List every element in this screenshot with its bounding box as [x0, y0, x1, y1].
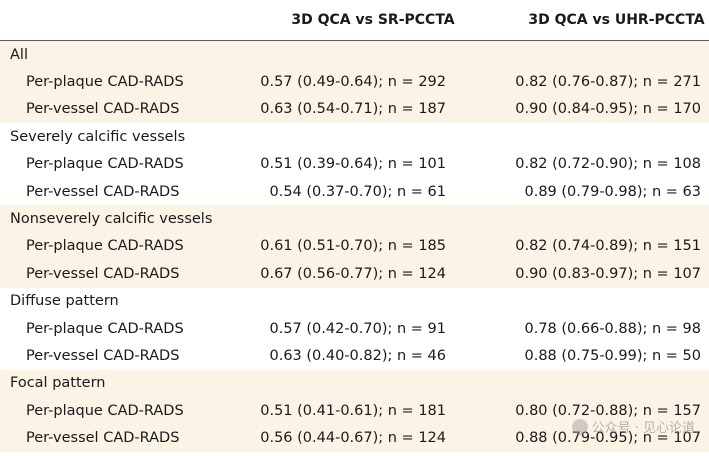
- row-label: Per-plaque CAD-RADS: [26, 320, 184, 337]
- group-row: Nonseverely calcific vessels: [0, 205, 709, 233]
- row-label: Per-vessel CAD-RADS: [0, 424, 228, 452]
- group-row: Diffuse pattern: [0, 288, 709, 315]
- uhr-value: 0.82 (0.74-0.89); n = 151: [474, 232, 709, 261]
- uhr-value: 0.82 (0.72-0.90); n = 108: [515, 156, 701, 173]
- sr-value: 0.54 (0.37-0.70); n = 61: [269, 183, 446, 200]
- header-sr-pccta: 3D QCA vs SR-PCCTA: [228, 0, 474, 41]
- table-row: Per-vessel CAD-RADS 0.56 (0.44-0.67); n …: [0, 424, 709, 452]
- group-label: Severely calcific vessels: [10, 128, 186, 145]
- watermark-text: 公众号 · 见心论道: [591, 421, 695, 436]
- row-label: Per-vessel CAD-RADS: [26, 347, 180, 364]
- row-label: Per-plaque CAD-RADS: [0, 397, 228, 425]
- sr-value: 0.51 (0.39-0.64); n = 101: [260, 156, 446, 173]
- header-uhr-pccta: 3D QCA vs UHR-PCCTA: [474, 0, 709, 41]
- watermark: 公众号 · 见心论道: [571, 417, 695, 436]
- group-label: Diffuse pattern: [10, 293, 119, 310]
- group-label: Nonseverely calcific vessels: [0, 205, 709, 233]
- group-label: Focal pattern: [0, 369, 709, 398]
- row-label: Per-vessel CAD-RADS: [0, 260, 228, 288]
- row-label: Per-vessel CAD-RADS: [0, 95, 228, 124]
- group-row: Severely calcific vessels: [0, 123, 709, 150]
- sr-value: 0.56 (0.44-0.67); n = 124: [228, 424, 474, 452]
- table-row: Per-vessel CAD-RADS 0.67 (0.56-0.77); n …: [0, 260, 709, 288]
- header-empty: [0, 0, 228, 41]
- group-row: All: [0, 40, 709, 69]
- sr-value: 0.57 (0.42-0.70); n = 91: [269, 320, 446, 337]
- header-row: 3D QCA vs SR-PCCTA 3D QCA vs UHR-PCCTA: [0, 0, 709, 41]
- sr-value: 0.57 (0.49-0.64); n = 292: [228, 68, 474, 96]
- uhr-value: 0.90 (0.84-0.95); n = 170: [474, 95, 709, 124]
- row-label: Per-vessel CAD-RADS: [26, 183, 180, 200]
- table-row: Per-plaque CAD-RADS 0.61 (0.51-0.70); n …: [0, 232, 709, 261]
- uhr-value: 0.88 (0.79-0.95); n = 107: [474, 424, 709, 452]
- table-row: Per-plaque CAD-RADS 0.57 (0.49-0.64); n …: [0, 68, 709, 96]
- uhr-value: 0.82 (0.76-0.87); n = 271: [474, 68, 709, 96]
- uhr-value: 0.80 (0.72-0.88); n = 157: [474, 397, 709, 425]
- table-row: Per-plaque CAD-RADS 0.51 (0.41-0.61); n …: [0, 397, 709, 425]
- row-label: Per-plaque CAD-RADS: [0, 232, 228, 261]
- table-row: Per-vessel CAD-RADS 0.63 (0.54-0.71); n …: [0, 95, 709, 124]
- sr-value: 0.67 (0.56-0.77); n = 124: [228, 260, 474, 288]
- row-label: Per-plaque CAD-RADS: [0, 68, 228, 96]
- uhr-value: 0.89 (0.79-0.98); n = 63: [524, 183, 701, 200]
- sr-value: 0.63 (0.54-0.71); n = 187: [228, 95, 474, 124]
- sr-value: 0.61 (0.51-0.70); n = 185: [228, 232, 474, 261]
- wechat-icon: [571, 418, 588, 435]
- group-label: All: [0, 40, 709, 69]
- table-row: Per-vessel CAD-RADS 0.63 (0.40-0.82); n …: [0, 342, 709, 369]
- sr-value: 0.51 (0.41-0.61); n = 181: [228, 397, 474, 425]
- sr-value: 0.63 (0.40-0.82); n = 46: [269, 347, 446, 364]
- group-row: Focal pattern: [0, 369, 709, 398]
- table-row: Per-vessel CAD-RADS 0.54 (0.37-0.70); n …: [0, 178, 709, 205]
- table-row: Per-plaque CAD-RADS 0.51 (0.39-0.64); n …: [0, 151, 709, 178]
- row-label: Per-plaque CAD-RADS: [26, 156, 184, 173]
- uhr-value: 0.90 (0.83-0.97); n = 107: [474, 260, 709, 288]
- table-row: Per-plaque CAD-RADS 0.57 (0.42-0.70); n …: [0, 315, 709, 342]
- uhr-value: 0.78 (0.66-0.88); n = 98: [524, 320, 701, 337]
- uhr-value: 0.88 (0.75-0.99); n = 50: [524, 347, 701, 364]
